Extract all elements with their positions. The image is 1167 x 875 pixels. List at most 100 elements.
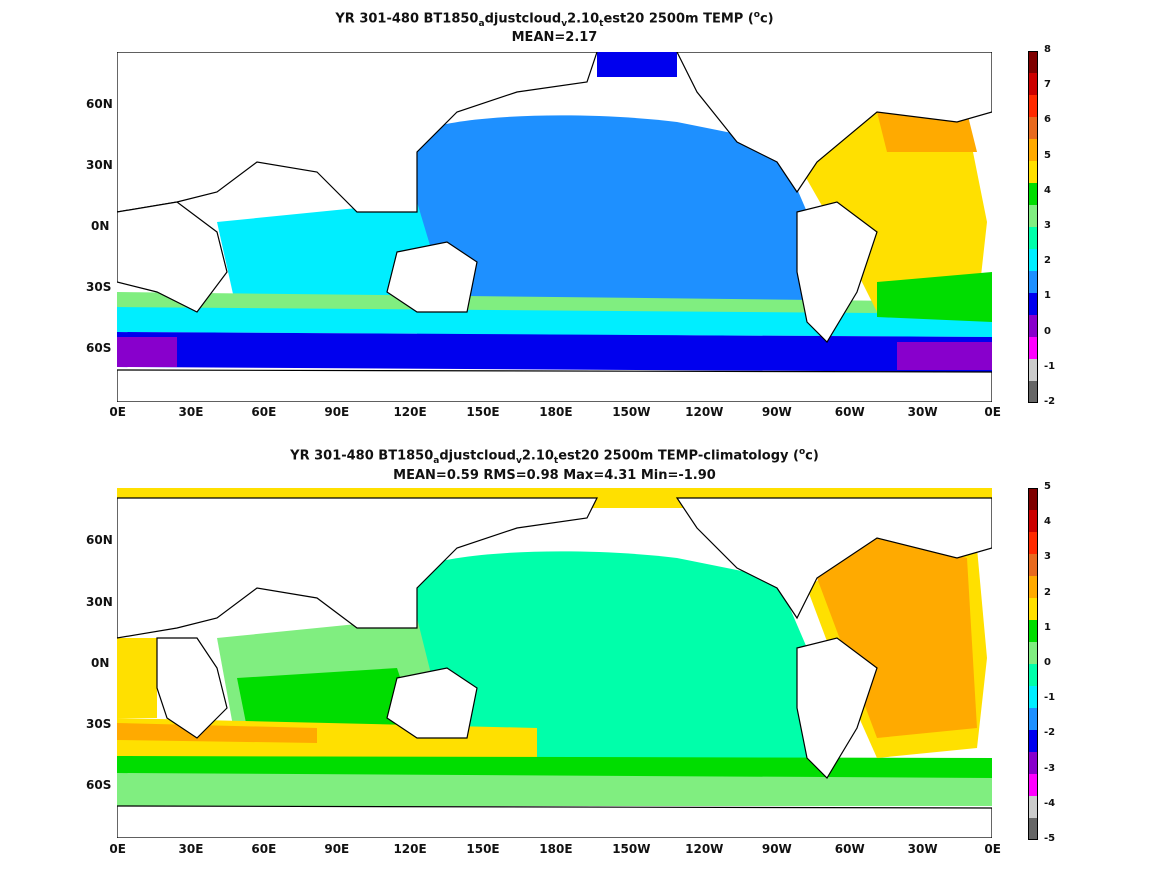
lat-tick: 0N <box>91 656 110 670</box>
map-temperature-anomaly <box>117 488 992 838</box>
panel-subtitle: MEAN=0.59 RMS=0.98 Max=4.31 Min=-1.90 <box>393 468 716 483</box>
lon-tick: 90W <box>761 405 792 419</box>
colorbar-tick-label: 2 <box>1044 255 1051 267</box>
southern-purple-west <box>117 337 177 367</box>
colorbar-swatch <box>1028 359 1038 382</box>
lat-tick: 30N <box>86 595 113 609</box>
colorbar-swatch <box>1028 818 1038 840</box>
lon-tick: 150E <box>466 405 500 419</box>
colorbar-tick-label: -2 <box>1044 396 1056 407</box>
colorbar-swatch <box>1028 227 1038 250</box>
lon-tick: 90W <box>761 842 792 856</box>
colorbar-swatch <box>1028 315 1038 338</box>
lon-tick: 120E <box>393 842 427 856</box>
title-sub: t <box>553 455 559 466</box>
colorbar-swatch <box>1028 271 1038 294</box>
lon-tick: 120E <box>393 405 427 419</box>
title-sup: o <box>753 10 760 20</box>
title-sub: v <box>561 18 568 29</box>
title-text: YR 301-480 BT1850 <box>290 448 434 464</box>
title-text: 2.10 <box>521 448 554 464</box>
southern-band-blue <box>117 332 992 372</box>
atlantic-orange <box>817 538 977 738</box>
lon-tick: 30W <box>907 405 938 419</box>
colorbar-tick-label: 6 <box>1044 114 1051 126</box>
colorbar <box>1028 488 1038 840</box>
panel-subtitle: MEAN=2.17 <box>511 30 598 45</box>
indian-ocean-green <box>237 668 417 728</box>
lon-tick: 120W <box>685 405 724 419</box>
lon-tick: 0E <box>109 842 126 856</box>
title-text: djustcloud <box>439 448 516 464</box>
colorbar-swatch <box>1028 139 1038 162</box>
title-sub: v <box>515 455 522 466</box>
colorbar-swatch <box>1028 664 1038 687</box>
map-temperature <box>117 52 992 402</box>
lat-tick: 30S <box>86 717 112 731</box>
colorbar-swatch <box>1028 95 1038 118</box>
colorbar-tick-label: -4 <box>1044 797 1056 809</box>
lon-tick: 60E <box>251 405 277 419</box>
title-text: c) <box>805 448 819 464</box>
atlantic-orange <box>877 112 977 152</box>
colorbar-swatch <box>1028 117 1038 140</box>
colorbar-swatch <box>1028 161 1038 184</box>
title-sub: t <box>599 18 604 29</box>
lon-tick: 150E <box>466 842 500 856</box>
lon-tick: 30E <box>178 405 204 419</box>
lon-tick: 0E <box>109 405 126 419</box>
lat-tick: 60S <box>86 778 112 792</box>
colorbar-tick-label: -1 <box>1044 360 1056 372</box>
colorbar-tick-label: -2 <box>1044 727 1056 739</box>
colorbar-swatch <box>1028 576 1038 599</box>
colorbar-tick-label: 4 <box>1044 184 1051 196</box>
lon-tick: 90E <box>324 842 350 856</box>
lat-tick: 60N <box>86 533 113 547</box>
colorbar-swatch <box>1028 752 1038 775</box>
lat-tick: 30N <box>86 158 113 172</box>
pacific-ocean <box>417 551 817 778</box>
colorbar-swatch <box>1028 205 1038 228</box>
lat-tick: 0N <box>91 219 110 233</box>
colorbar-tick-label: 0 <box>1044 325 1051 337</box>
colorbar-tick-label: 1 <box>1044 290 1051 302</box>
title-sup: o <box>798 447 806 457</box>
title-text: est20 2500m TEMP ( <box>603 11 754 27</box>
colorbar-tick-label: 4 <box>1044 516 1051 528</box>
colorbar-tick-label: 3 <box>1044 551 1051 563</box>
lon-tick: 0E <box>984 405 1001 419</box>
colorbar-tick-label: 0 <box>1044 657 1051 668</box>
land-outlines <box>117 497 992 838</box>
colorbar-swatch <box>1028 708 1038 731</box>
lat-tick: 60N <box>86 97 113 111</box>
colorbar-swatch <box>1028 774 1038 797</box>
colorbar-tick-label: 7 <box>1044 79 1051 91</box>
colorbar-swatch <box>1028 642 1038 665</box>
colorbar-swatch <box>1028 730 1038 753</box>
colorbar-tick-label: -5 <box>1044 833 1056 844</box>
lon-tick: 90E <box>324 405 350 419</box>
colorbar-swatch <box>1028 532 1038 555</box>
colorbar-swatch <box>1028 488 1038 511</box>
title-text: c) <box>759 11 774 27</box>
lon-tick: 30E <box>178 842 204 856</box>
pacific-ocean <box>417 115 817 342</box>
lon-tick: 60W <box>834 405 865 419</box>
colorbar-tick-label: -1 <box>1044 692 1056 704</box>
lon-tick: 60W <box>834 842 865 856</box>
lat-tick: 60S <box>86 341 112 355</box>
colorbar-tick-label: 3 <box>1044 220 1051 231</box>
colorbar-swatch <box>1028 510 1038 533</box>
colorbar-swatch <box>1028 381 1038 403</box>
colorbar-tick-label: 5 <box>1044 149 1051 161</box>
colorbar-tick-label: -3 <box>1044 762 1056 774</box>
land-outlines <box>117 52 992 402</box>
lat-tick: 30S <box>86 280 112 294</box>
title-text: YR 301-480 BT1850 <box>335 11 479 27</box>
colorbar <box>1028 51 1038 403</box>
colorbar-tick-label: 2 <box>1044 586 1051 598</box>
lon-tick: 150W <box>612 842 651 856</box>
colorbar-swatch <box>1028 796 1038 819</box>
colorbar-swatch <box>1028 337 1038 360</box>
panel-title: YR 301-480 BT1850adjustcloudv2.10test20 … <box>117 443 992 470</box>
